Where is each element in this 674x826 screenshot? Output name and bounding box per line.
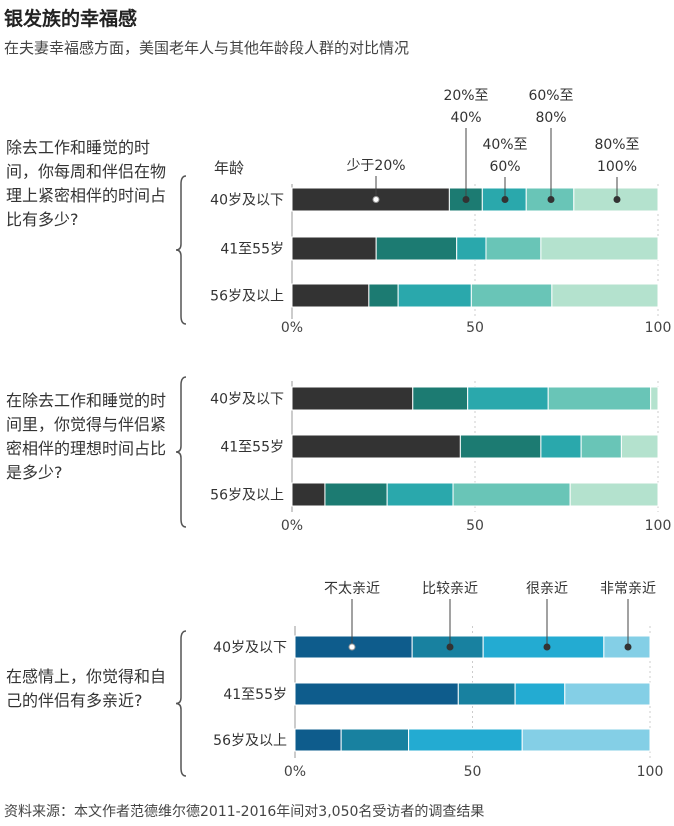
bar-segment-2-2-1 [291, 434, 461, 459]
x-tick-label-1-1: 50 [466, 320, 484, 336]
x-tick-label-3-1: 50 [464, 764, 482, 780]
bar-segment-2-3-1 [291, 482, 326, 507]
question-3: 在感情上，你觉得和自己的伴侣有多亲近? [6, 667, 167, 710]
bracket-1 [175, 175, 187, 325]
bar-segment-2-2-2 [459, 434, 542, 459]
legend-marker-1-5 [613, 196, 621, 203]
bar-segment-2-1-1 [291, 386, 414, 411]
bar-segment-3-3-2 [340, 728, 410, 752]
bar-segment-2-3-2 [324, 482, 388, 507]
category-label-2-1: 40岁及以下 [210, 392, 284, 408]
chart-subtitle: 在夫妻幸福感方面，美国老年人与其他年龄段人群的对比情况 [4, 39, 410, 57]
legend-marker-1-3 [501, 196, 509, 203]
category-label-1-2: 41至55岁 [220, 242, 284, 258]
bar-segment-3-2-3 [514, 682, 566, 706]
x-tick-label-3-2: 100 [637, 764, 664, 780]
bar-segment-3-3-3 [408, 728, 523, 752]
category-label-1-3: 56岁及以上 [210, 289, 284, 305]
legend-label-3-2: 比较亲近 [422, 581, 478, 597]
category-label-2-2: 41至55岁 [220, 440, 284, 456]
x-tick-label-1-0: 0% [281, 320, 303, 336]
bar-segment-2-2-4 [580, 434, 622, 459]
bar-segment-1-3-4 [470, 283, 553, 308]
bar-segment-2-1-4 [547, 386, 652, 411]
legend-label-1-1: 少于20% [346, 158, 405, 174]
bar-segment-1-2-1 [291, 236, 377, 261]
legend-label-1-5-line2: 100% [597, 159, 637, 175]
bar-segment-2-3-5 [569, 482, 659, 507]
bar-segment-2-1-5 [650, 386, 659, 411]
bar-segment-2-2-5 [620, 434, 659, 459]
legend-label-1-2-line1: 20%至 [443, 88, 488, 104]
bar-segment-1-2-5 [540, 236, 659, 261]
bar-segment-3-2-2 [457, 682, 516, 706]
category-label-3-3: 56岁及以上 [213, 733, 287, 749]
category-label-2-3: 56岁及以上 [210, 488, 284, 504]
category-label-3-1: 40岁及以下 [213, 640, 287, 656]
x-tick-label-2-1: 50 [466, 518, 484, 534]
bar-segment-3-2-1 [294, 682, 459, 706]
legend-marker-3-4 [624, 643, 632, 651]
legend-label-1-3-line1: 40%至 [482, 137, 527, 153]
bar-segment-3-3-4 [521, 728, 651, 752]
bar-segment-1-2-4 [485, 236, 542, 261]
legend-label-1-3-line2: 60% [489, 159, 520, 175]
bracket-2 [175, 376, 187, 528]
category-label-3-2: 41至55岁 [223, 687, 287, 703]
bar-segment-1-3-5 [551, 283, 659, 308]
bar-segment-1-3-2 [368, 283, 399, 308]
bar-segment-1-3-3 [397, 283, 472, 308]
legend-marker-3-2 [446, 643, 454, 651]
bar-segment-2-1-3 [467, 386, 549, 411]
question-1: 除去工作和睡觉的时间，你每周和伴侣在物理上紧密相伴的时间占比有多少? [6, 138, 167, 229]
bar-segment-2-1-2 [412, 386, 469, 411]
x-tick-label-2-2: 100 [645, 518, 672, 534]
legend-label-1-4-line2: 80% [535, 110, 566, 126]
x-tick-label-2-0: 0% [281, 518, 303, 534]
y-header: 年龄 [214, 159, 244, 177]
legend-label-3-4: 非常亲近 [600, 581, 656, 597]
legend-label-3-1: 不太亲近 [324, 581, 380, 597]
bar-segment-2-3-3 [386, 482, 454, 507]
legend-label-1-2-line2: 40% [450, 110, 481, 126]
bar-segment-1-2-3 [456, 236, 487, 261]
legend-marker-3-1 [348, 643, 356, 651]
bracket-3 [175, 630, 187, 777]
bar-segment-1-1-1 [291, 187, 450, 212]
legend-label-1-5-line1: 80%至 [594, 137, 639, 153]
category-label-1-1: 40岁及以下 [210, 193, 284, 209]
legend-marker-1-1 [372, 196, 380, 203]
question-2: 在除去工作和睡觉的时间里，你觉得与伴侣紧密相伴的理想时间占比是多少? [6, 391, 167, 482]
legend-label-3-3: 很亲近 [526, 581, 568, 597]
x-tick-label-1-2: 100 [645, 320, 672, 336]
bar-segment-3-3-1 [294, 728, 342, 752]
bar-segment-2-2-3 [540, 434, 582, 459]
chart-title: 银发族的幸福感 [4, 8, 138, 30]
legend-label-1-4-line1: 60%至 [528, 88, 573, 104]
source-note: 资料来源：本文作者范德维尔德2011-2016年间对3,050名受访者的调查结果 [4, 804, 485, 820]
bar-segment-1-3-1 [291, 283, 370, 308]
legend-marker-1-2 [462, 196, 470, 203]
bar-segment-3-2-4 [564, 682, 651, 706]
legend-marker-3-3 [543, 643, 551, 651]
bar-segment-2-3-4 [452, 482, 571, 507]
x-tick-label-3-0: 0% [284, 764, 306, 780]
legend-marker-1-4 [547, 196, 555, 203]
bar-segment-1-2-2 [375, 236, 458, 261]
